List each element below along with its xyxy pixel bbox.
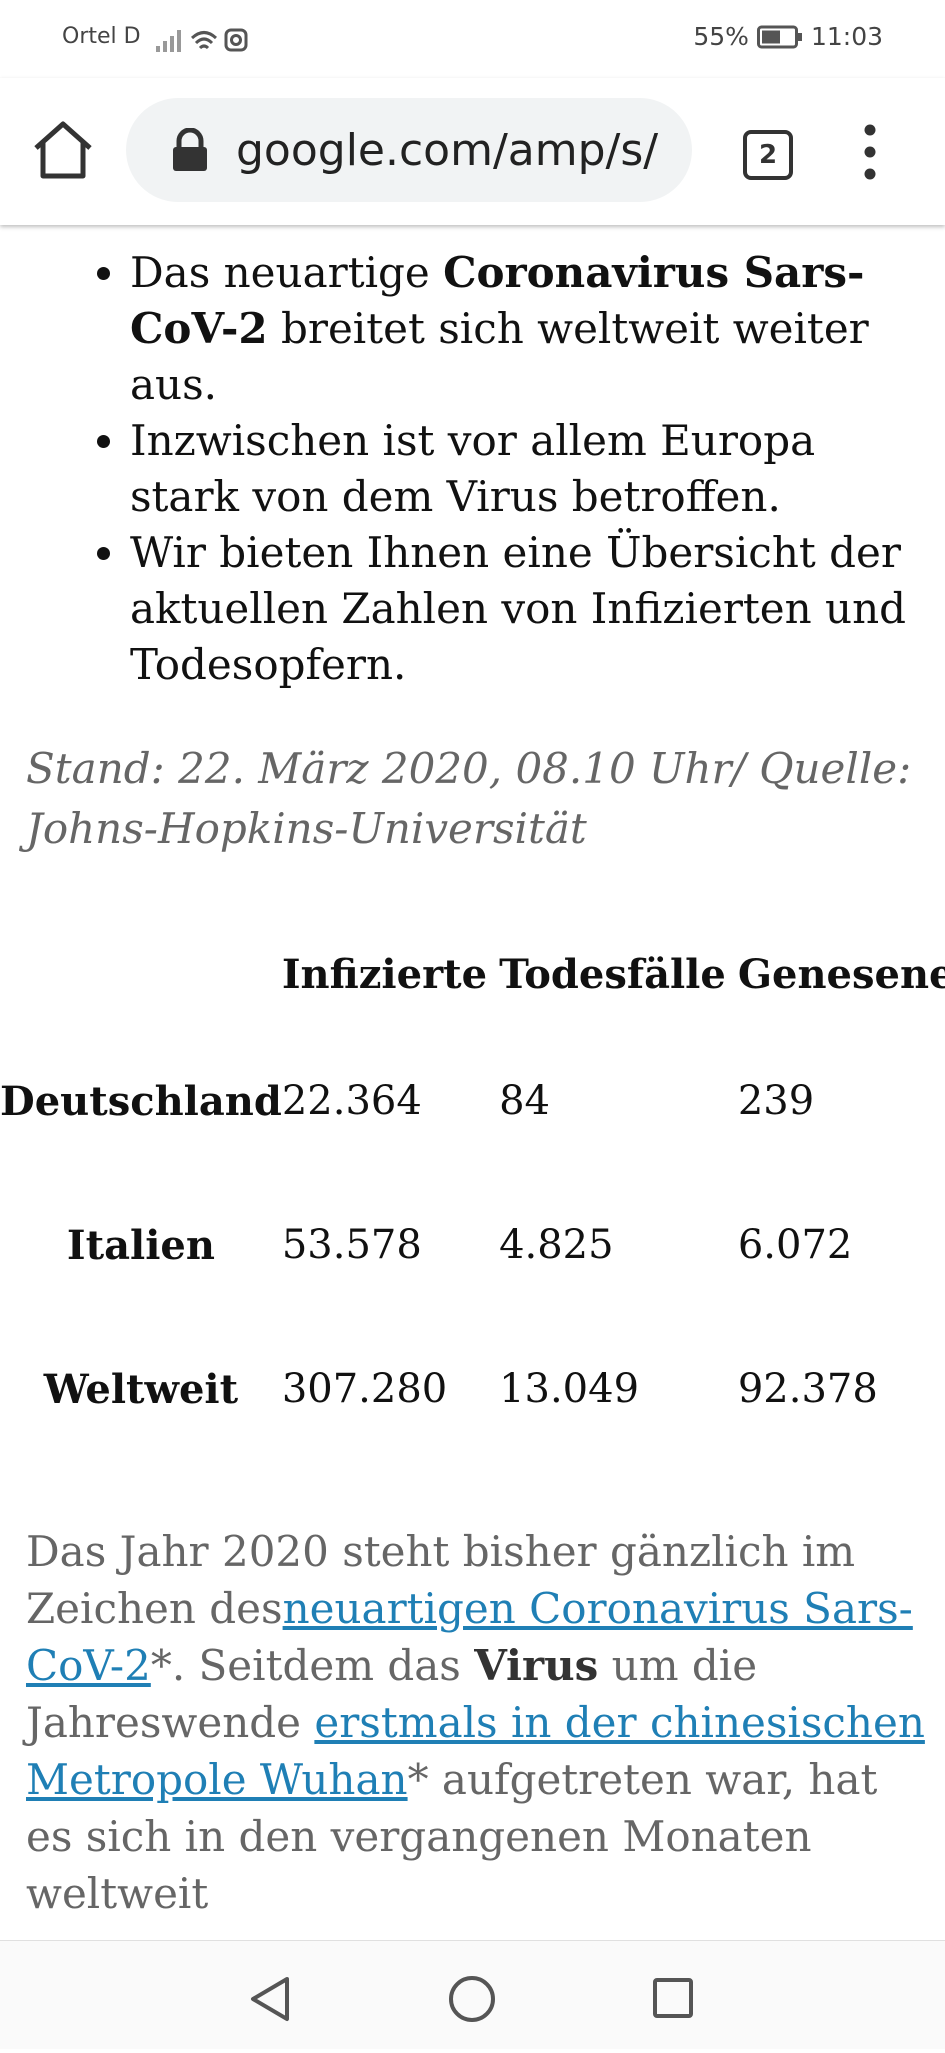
- bullet-list: Das neuartige Coronavirus Sars-CoV-2 bre…: [0, 245, 920, 693]
- text: Inzwischen ist vor allem Europa stark vo…: [130, 416, 816, 521]
- back-button[interactable]: [251, 1977, 289, 2021]
- navigation-bar: [0, 1940, 945, 2049]
- table-row: Weltweit 307.280 13.049 92.378: [0, 1317, 945, 1461]
- table-cell: 13.049: [499, 1366, 640, 1412]
- recents-button[interactable]: [653, 1978, 693, 2018]
- home-button[interactable]: [28, 116, 98, 186]
- nav-icons: [251, 1976, 693, 2022]
- tab-switcher[interactable]: 2: [743, 130, 793, 180]
- text: Das Jahr 2020 steht bisher gänzlich im Z…: [26, 1527, 856, 1633]
- table-cell: 307.280: [281, 1366, 448, 1412]
- bold-text: Coronavirus Sars-CoV-2: [130, 248, 865, 353]
- row-label: Italien: [66, 1221, 215, 1269]
- url-text: google.com/amp/s/: [236, 124, 659, 176]
- text: * aufgetreten war, hat es sich in den ve…: [26, 1755, 878, 1918]
- tab-count: 2: [758, 140, 778, 170]
- menu-button[interactable]: [860, 122, 880, 182]
- status-icons: [156, 28, 248, 52]
- table-row: Deutschland 22.364 84 239: [0, 1029, 945, 1173]
- column-header: Todesfälle: [499, 950, 726, 998]
- column-header: Genesene: [737, 950, 945, 998]
- table-cell: 92.378: [737, 1366, 878, 1412]
- article: Das neuartige Coronavirus Sars-CoV-2 bre…: [0, 225, 945, 1940]
- status-right: 55% 11:03: [693, 22, 883, 51]
- table-head: Infizierte Todesfälle Genesene: [0, 919, 945, 1029]
- home-nav-button[interactable]: [449, 1976, 495, 2022]
- corner-cell: [0, 919, 282, 1029]
- clock: 11:03: [810, 22, 883, 51]
- header-row: Infizierte Todesfälle Genesene: [0, 919, 945, 1029]
- url-bar[interactable]: google.com/amp/s/: [126, 98, 692, 202]
- bullet-item: Wir bieten Ihnen eine Übersicht der aktu…: [130, 525, 920, 693]
- bullet-item: Das neuartige Coronavirus Sars-CoV-2 bre…: [130, 245, 920, 413]
- paragraph: Das Jahr 2020 steht bisher gänzlich im Z…: [26, 1523, 926, 1922]
- link[interactable]: erstmals in der chinesischen Metropole W…: [26, 1698, 925, 1804]
- battery-icon: [756, 25, 802, 48]
- source-note: Stand: 22. März 2020, 08.10 Uhr/ Quelle:…: [26, 744, 912, 853]
- table-cell: 4.825: [499, 1222, 614, 1268]
- battery-level: 55%: [693, 22, 749, 51]
- row-label: Weltweit: [43, 1365, 239, 1413]
- bullet-item: Inzwischen ist vor allem Europa stark vo…: [130, 413, 920, 525]
- lock-icon: [173, 128, 207, 171]
- table-cell: 22.364: [281, 1078, 422, 1124]
- bold-text: Virus: [474, 1641, 599, 1690]
- table-cell: 53.578: [281, 1222, 422, 1268]
- table-cell: 6.072: [737, 1222, 853, 1268]
- stats-table: Infizierte Todesfälle Genesene Deutschland…: [0, 919, 945, 1461]
- carrier: Ortel D: [62, 24, 141, 49]
- link[interactable]: neuartigen Coronavirus Sars-CoV-2: [26, 1584, 913, 1690]
- table-cell: 84: [499, 1078, 550, 1124]
- text: um die Jahreswende: [26, 1641, 758, 1747]
- browser-toolbar: google.com/amp/s/ 2: [0, 78, 945, 225]
- status-bar: Ortel D 55% 11:03: [0, 0, 945, 78]
- column-header: Infizierte: [281, 950, 488, 998]
- text: Wir bieten Ihnen eine Übersicht der aktu…: [130, 528, 907, 689]
- text: *. Seitdem das: [150, 1641, 475, 1690]
- text: breitet sich weltweit weiter aus.: [130, 304, 869, 409]
- table-body: Deutschland 22.364 84 239 Italien 53.578 4.825…: [0, 1029, 945, 1461]
- table-cell: 239: [737, 1078, 815, 1124]
- text: Das neuartige: [130, 248, 444, 297]
- table-row: Italien 53.578 4.825 6.072: [0, 1173, 945, 1317]
- row-label: Deutschland: [0, 1077, 282, 1125]
